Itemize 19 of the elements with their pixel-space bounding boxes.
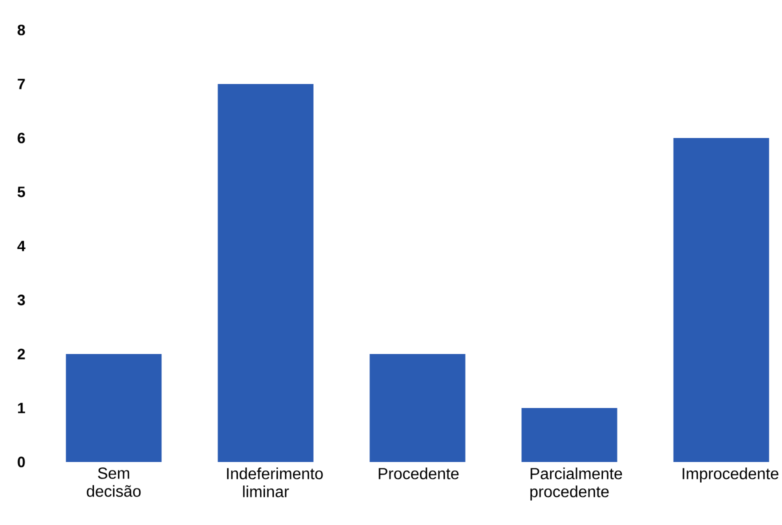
x-tick-label: Improcedente [682, 468, 778, 482]
y-tick-label: 1 [18, 402, 26, 414]
y-tick-label: 4 [17, 240, 26, 252]
y-tick-label: 8 [18, 24, 25, 36]
y-tick-label: 5 [18, 186, 26, 198]
bar [370, 354, 466, 462]
bar [218, 84, 314, 462]
bar [673, 138, 770, 462]
x-tick-label: Indeferimento liminar [227, 468, 323, 498]
y-tick-label: 7 [18, 78, 25, 90]
x-tick-label: Sem decisão [86, 468, 141, 497]
y-tick-label: 2 [18, 348, 25, 360]
bar [522, 408, 618, 462]
y-tick-label: 6 [18, 132, 25, 144]
x-tick-label: Parcialmente procedente [530, 468, 622, 500]
y-tick-label: 3 [17, 294, 25, 306]
x-tick-label: Procedente [378, 468, 459, 480]
y-tick-label: 0 [18, 456, 25, 468]
bar [66, 354, 162, 462]
